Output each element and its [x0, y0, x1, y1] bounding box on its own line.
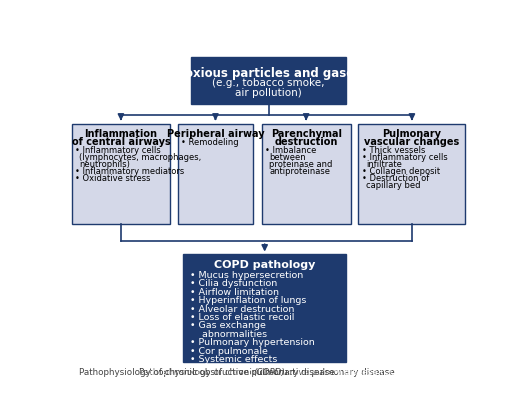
Text: Parenchymal: Parenchymal	[270, 129, 342, 139]
Text: abnormalities: abnormalities	[195, 330, 267, 339]
Text: • Oxidative stress: • Oxidative stress	[75, 173, 150, 183]
Text: of central airways: of central airways	[72, 136, 170, 147]
Text: • Loss of elastic recoil: • Loss of elastic recoil	[190, 313, 294, 322]
Text: • Cilia dysfunction: • Cilia dysfunction	[190, 279, 277, 288]
Text: • Inflammatory cells: • Inflammatory cells	[362, 153, 447, 162]
Text: • Destruction of: • Destruction of	[362, 173, 429, 183]
Text: • Mucus hypersecretion: • Mucus hypersecretion	[190, 270, 303, 280]
Text: between: between	[269, 153, 306, 162]
Text: (COPD).: (COPD).	[253, 368, 288, 377]
Text: • Cor pulmonale: • Cor pulmonale	[190, 347, 267, 356]
Text: proteinase and: proteinase and	[269, 160, 333, 169]
Text: (e.g., tobacco smoke,: (e.g., tobacco smoke,	[212, 78, 325, 88]
Text: • Systemic effects: • Systemic effects	[190, 355, 277, 364]
Bar	[183, 255, 346, 362]
Text: Inflammation: Inflammation	[84, 129, 157, 139]
Text: destruction: destruction	[275, 136, 338, 147]
Text: • Pulmonary hypertension: • Pulmonary hypertension	[190, 339, 314, 347]
Text: Pathophysiology of chronic obstructive pulmonary disease (COPD).: Pathophysiology of chronic obstructive p…	[122, 368, 415, 377]
Text: Noxious particles and gases: Noxious particles and gases	[176, 67, 362, 80]
Text: (lymphocytes, macrophages,: (lymphocytes, macrophages,	[80, 153, 202, 162]
Text: • Thick vessels: • Thick vessels	[362, 146, 425, 155]
Text: air pollution): air pollution)	[235, 88, 302, 98]
Text: • Alveolar destruction: • Alveolar destruction	[190, 304, 294, 313]
Text: Pulmonary: Pulmonary	[383, 129, 441, 139]
Bar	[72, 123, 170, 223]
Text: COPD pathology: COPD pathology	[214, 260, 315, 270]
Text: • Imbalance: • Imbalance	[265, 146, 316, 155]
Text: • Inflammatory mediators: • Inflammatory mediators	[75, 167, 184, 176]
Bar	[178, 123, 253, 223]
Text: antiproteinase: antiproteinase	[269, 167, 330, 176]
Bar	[191, 57, 346, 104]
Text: • Hyperinflation of lungs: • Hyperinflation of lungs	[190, 296, 306, 305]
Text: • Airflow limitation: • Airflow limitation	[190, 288, 278, 297]
Text: neutrophils): neutrophils)	[80, 160, 130, 169]
Text: capillary bed: capillary bed	[366, 181, 421, 189]
Text: Peripheral airway: Peripheral airway	[167, 129, 264, 139]
Text: Pathophysiology of chronic obstructive pulmonary disease: Pathophysiology of chronic obstructive p…	[80, 368, 338, 377]
Bar	[358, 123, 465, 223]
Bar	[261, 123, 351, 223]
Text: • Gas exchange: • Gas exchange	[190, 321, 265, 331]
Text: infiltrate: infiltrate	[366, 160, 402, 169]
Text: • Inflammatory cells: • Inflammatory cells	[75, 146, 160, 155]
Text: Pathophysiology of chronic obstructive pulmonary disease: Pathophysiology of chronic obstructive p…	[139, 368, 398, 377]
Text: vascular changes: vascular changes	[364, 136, 460, 147]
Text: • Collagen deposit: • Collagen deposit	[362, 167, 440, 176]
Text: • Remodeling: • Remodeling	[181, 138, 238, 147]
